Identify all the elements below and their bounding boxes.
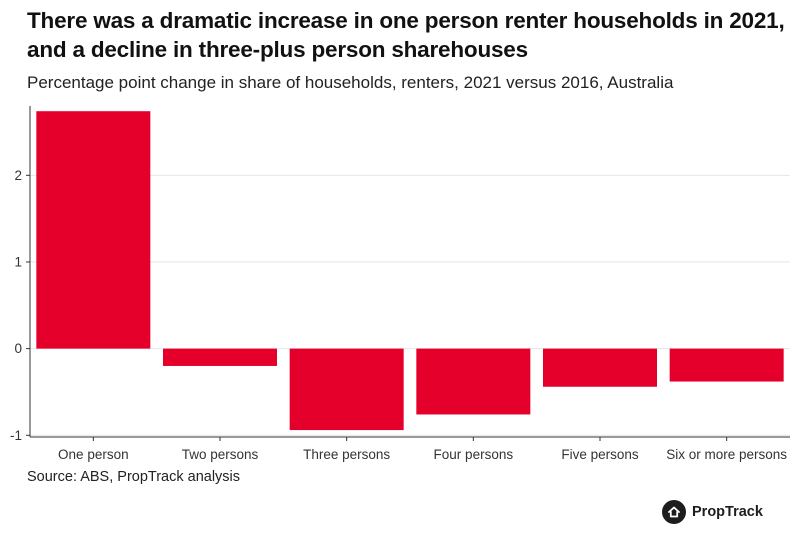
- bars: [36, 111, 784, 431]
- bar: [543, 348, 657, 387]
- proptrack-logo: PropTrack: [662, 499, 763, 525]
- bar-chart: -1 0 1 2 One person Two persons Three persons…: [10, 106, 790, 462]
- x-tick-label: Two persons: [182, 447, 259, 462]
- x-tick-label: Three persons: [303, 447, 390, 462]
- source-note: Source: ABS, PropTrack analysis: [27, 469, 241, 485]
- y-tick-label: 1: [14, 254, 22, 269]
- chart-subtitle: Percentage point change in share of hous…: [27, 73, 674, 92]
- y-tick-label: 0: [14, 341, 22, 356]
- x-tick-label: Four persons: [434, 447, 514, 462]
- chart-title: There was a dramatic increase in one per…: [27, 8, 785, 62]
- x-tick-label: Five persons: [561, 447, 639, 462]
- y-tick-label: -1: [10, 428, 22, 443]
- x-axis-ticks: One person Two persons Three persons Four p…: [58, 437, 787, 462]
- x-tick-label: Six or more persons: [666, 447, 787, 462]
- logo-text: PropTrack: [692, 504, 763, 520]
- x-tick-label: One person: [58, 447, 129, 462]
- bar: [289, 348, 404, 431]
- y-tick-label: 2: [14, 168, 22, 183]
- bar: [669, 348, 784, 382]
- axes: [29, 106, 790, 438]
- gridlines: [30, 174, 790, 436]
- bar: [163, 348, 277, 366]
- bar: [36, 111, 151, 349]
- bar: [416, 348, 531, 415]
- y-axis-ticks: -1 0 1 2: [10, 168, 30, 443]
- proptrack-house-icon: [662, 500, 686, 524]
